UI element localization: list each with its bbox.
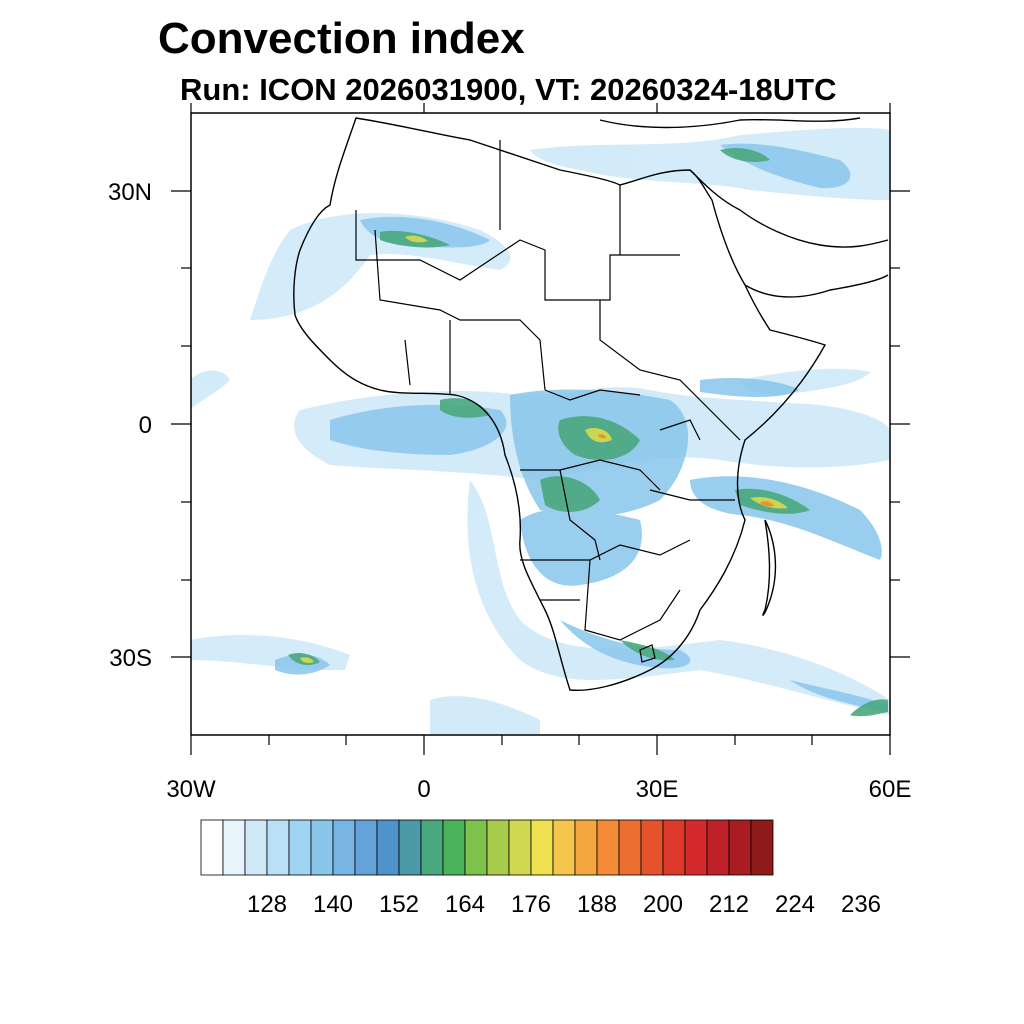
colorbar-tick-label: 164	[445, 891, 485, 918]
lon-label-60e: 60E	[869, 776, 912, 803]
colorbar	[200, 819, 774, 876]
colorbar-box	[618, 819, 642, 876]
colorbar-box	[420, 819, 444, 876]
colorbar-box	[398, 819, 422, 876]
colorbar-tick-label: 128	[247, 891, 287, 918]
colorbar-tick-label: 188	[577, 891, 617, 918]
country-borders	[355, 140, 741, 663]
colorbar-box	[684, 819, 708, 876]
lon-label-30e: 30E	[636, 776, 679, 803]
colorbar-tick-label: 200	[643, 891, 683, 918]
colorbar-tick-label: 212	[709, 891, 749, 918]
lat-label-30s: 30S	[109, 645, 152, 672]
colorbar-box	[376, 819, 400, 876]
colorbar-tick-label: 224	[775, 891, 815, 918]
colorbar-box	[266, 819, 290, 876]
colorbar-box	[200, 819, 224, 876]
colorbar-box	[750, 819, 774, 876]
colorbar-box	[354, 819, 378, 876]
colorbar-box	[596, 819, 620, 876]
colorbar-box	[332, 819, 356, 876]
colorbar-tick-label: 176	[511, 891, 551, 918]
colorbar-tick-label: 140	[313, 891, 353, 918]
colorbar-box	[222, 819, 246, 876]
colorbar-box	[442, 819, 466, 876]
colorbar-box	[244, 819, 268, 876]
colorbar-box	[574, 819, 598, 876]
colorbar-box	[706, 819, 730, 876]
lon-label-0: 0	[417, 776, 430, 803]
colorbar-tick-label: 236	[841, 891, 881, 918]
axis-ticks	[171, 103, 910, 755]
colorbar-box	[530, 819, 554, 876]
colorbar-box	[486, 819, 510, 876]
colorbar-box	[310, 819, 334, 876]
colorbar-box	[288, 819, 312, 876]
colorbar-box	[508, 819, 532, 876]
colorbar-tick-label: 152	[379, 891, 419, 918]
run-subtitle: Run: ICON 2026031900, VT: 20260324-18UTC	[180, 72, 837, 107]
lat-label-0: 0	[139, 412, 152, 439]
convection-field	[191, 127, 890, 735]
colorbar-box	[640, 819, 664, 876]
lat-label-30n: 30N	[108, 179, 152, 206]
colorbar-box	[662, 819, 686, 876]
colorbar-labels: 128 140 152 164 176 188 200 212 224 236	[247, 891, 881, 918]
map-title: Convection index	[158, 14, 525, 63]
colorbar-box	[464, 819, 488, 876]
coastlines	[293, 117, 889, 692]
colorbar-box	[728, 819, 752, 876]
lon-label-30w: 30W	[166, 776, 216, 803]
colorbar-box	[552, 819, 576, 876]
